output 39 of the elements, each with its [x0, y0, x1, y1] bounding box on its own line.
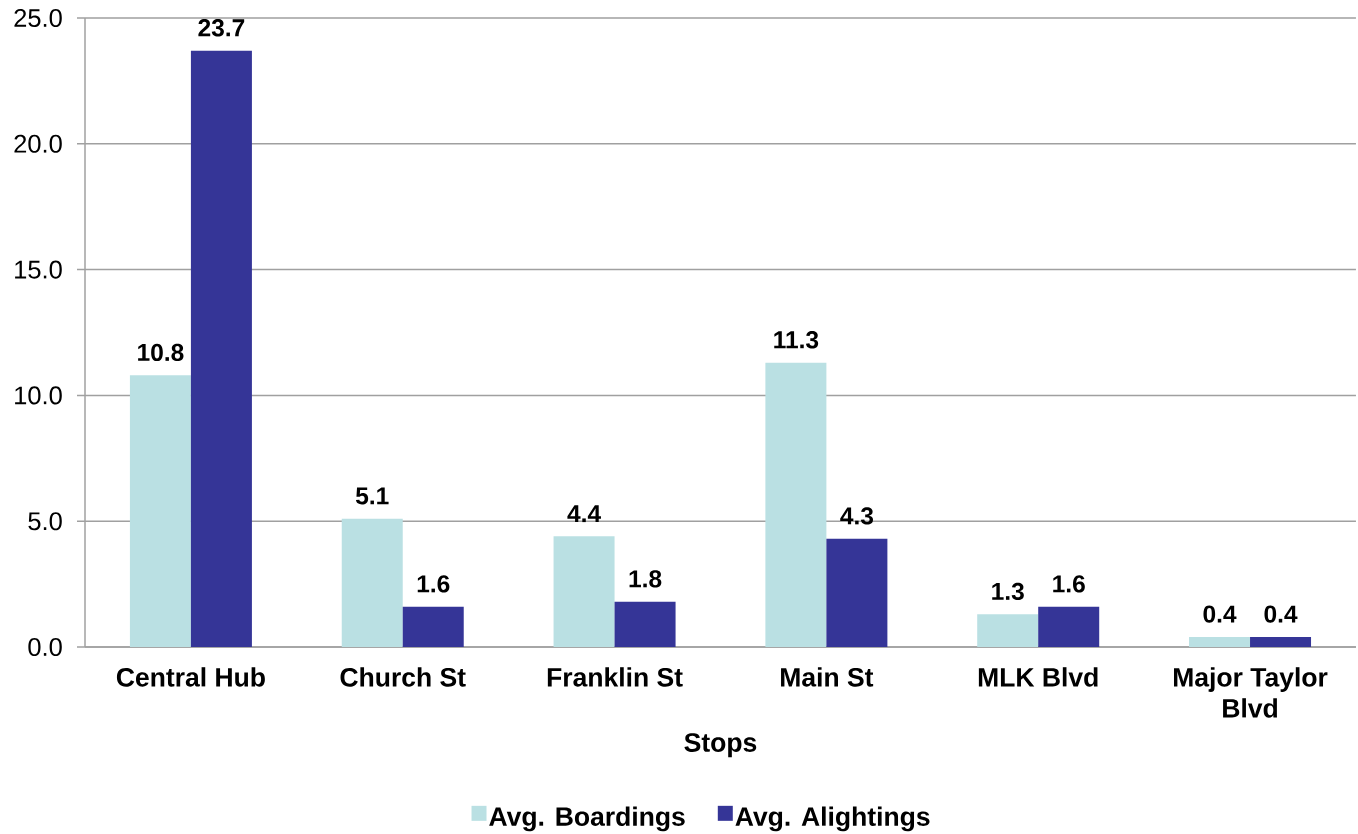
data-label: 11.3: [774, 331, 819, 349]
x-axis-title: Stops: [684, 733, 757, 758]
data-label: 4.4: [567, 505, 601, 523]
y-tick-label: 15.0: [15, 260, 62, 279]
bar: [826, 538, 888, 647]
data-label: 10.8: [138, 343, 184, 362]
y-tick-label: 0.0: [28, 637, 62, 657]
data-label: 0.4: [1203, 605, 1237, 623]
legend-label: Avg. Alightings: [735, 806, 930, 832]
bar: [614, 601, 676, 647]
data-label: 4.3: [840, 507, 874, 525]
data-label: 1.6: [417, 575, 450, 593]
x-tick-label: MLK Blvd: [978, 667, 1098, 687]
data-label: 23.7: [198, 19, 245, 37]
bar: [129, 375, 191, 647]
data-label: 0.4: [1264, 605, 1298, 623]
bar: [765, 362, 827, 647]
y-tick-label: 20.0: [14, 134, 62, 153]
y-tick-label: 25.0: [14, 8, 62, 28]
bar: [402, 606, 464, 647]
x-tick-label: Central Hub: [116, 667, 265, 687]
x-tick-label: Church St: [340, 667, 466, 687]
bar: [977, 614, 1039, 647]
bar: [1189, 636, 1251, 647]
bar: [553, 536, 615, 647]
bar: [1038, 606, 1100, 647]
data-label: 1.8: [629, 570, 662, 588]
bar: [1250, 636, 1312, 647]
data-label: 1.6: [1053, 575, 1085, 593]
y-tick-label: 10.0: [15, 386, 62, 405]
data-label: 1.3: [992, 582, 1024, 601]
x-tick-label: Major Taylor Blvd: [1174, 667, 1328, 718]
bar: [341, 518, 403, 647]
legend-label: Avg. Boardings: [489, 806, 685, 832]
x-tick-label: Main St: [781, 667, 874, 687]
data-label: 5.1: [355, 487, 389, 505]
x-tick-label: Franklin St: [547, 667, 683, 687]
bar: [190, 50, 252, 647]
y-tick-label: 5.0: [28, 512, 62, 531]
